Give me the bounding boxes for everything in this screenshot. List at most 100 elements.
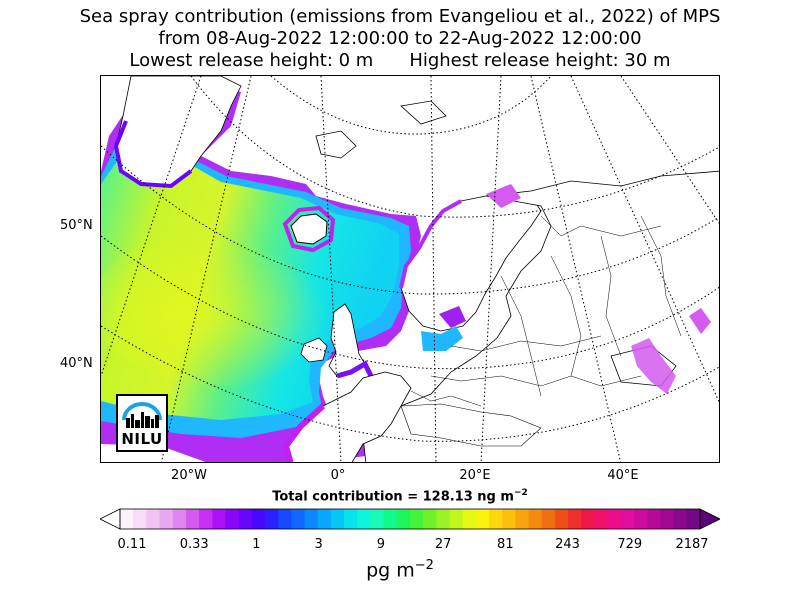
lowest-release-height: Lowest release height: 0 m (129, 50, 374, 71)
colorbar-tick-label: 243 (555, 537, 580, 552)
colorbar-cell (594, 509, 609, 529)
iceland (290, 213, 328, 245)
lat-label-50n: 50°N (60, 218, 93, 233)
colorbar-cell (304, 509, 319, 529)
nilu-logo-text: NILU (121, 430, 163, 448)
eastern-europe-russia (362, 170, 719, 462)
colorbar-cell (383, 509, 398, 529)
colorbar-cell (265, 509, 279, 529)
colorbar-tick-label: 0.11 (117, 537, 147, 552)
colorbar-cell (159, 509, 174, 529)
colorbar-cells (120, 509, 701, 529)
colorbar-cell (146, 509, 161, 529)
barents-plume (486, 184, 521, 208)
baltic-plume (421, 326, 463, 351)
colorbar-cell (344, 509, 358, 529)
colorbar-unit-exponent: −2 (414, 558, 434, 573)
colorbar-tick-label: 729 (617, 537, 643, 552)
colorbar (100, 508, 720, 530)
colorbar-cell (449, 509, 464, 529)
colorbar-cell (212, 509, 226, 529)
colorbar-cell (541, 509, 556, 529)
colorbar-cell (330, 509, 345, 529)
colorbar-cell (515, 509, 530, 529)
colorbar-cell (620, 509, 635, 529)
ireland (300, 337, 328, 363)
map-frame: NILU (100, 75, 720, 463)
total-contribution: Total contribution = 128.13 ng m−2 (0, 488, 800, 504)
country-borders (410, 215, 682, 407)
highest-release-height: Highest release height: 30 m (409, 50, 671, 71)
colorbar-cell (225, 509, 240, 529)
greenland-coast-plume (113, 120, 193, 189)
franz-josef (400, 100, 447, 125)
colorbar-cell (647, 509, 661, 529)
map-title-line-3: Lowest release height: 0 m Highest releas… (0, 50, 800, 72)
svalbard (315, 130, 357, 159)
colorbar-cell (423, 509, 437, 529)
plume-peak-area (101, 226, 371, 386)
colorbar-unit: pg m−2 (0, 558, 800, 581)
colorbar-cell (199, 509, 213, 529)
colorbar-cell (120, 509, 134, 529)
iberia-coast-plume (282, 403, 326, 462)
graticule (101, 76, 719, 462)
baltic-plume-outer (439, 306, 466, 328)
lon-label-40e: 40°E (607, 468, 639, 483)
uk-coast-plume (336, 360, 374, 379)
colorbar-tick-label: 1 (252, 537, 261, 552)
colorbar-cell (172, 509, 187, 529)
colorbar-cell (528, 509, 543, 529)
colorbar-cell (278, 509, 292, 529)
colorbar-cell (396, 509, 411, 529)
colorbar-min-extend (100, 508, 121, 530)
map-title-line-2: from 08-Aug-2022 12:00:00 to 22-Aug-2022… (158, 28, 642, 49)
total-contribution-exponent: −2 (513, 488, 528, 498)
colorbar-cell (581, 509, 596, 529)
colorbar-cell (410, 509, 424, 529)
mediterranean (400, 403, 542, 447)
lat-label-40n: 40°N (60, 356, 93, 371)
lon-label-20e: 20°E (459, 468, 491, 483)
colorbar-cell (686, 509, 701, 529)
colorbar-unit-base: pg m (366, 559, 415, 582)
colorbar-tick-label: 0.33 (179, 537, 209, 552)
colorbar-cell (673, 509, 688, 529)
colorbar-cell (660, 509, 675, 529)
nilu-logo-graphic (122, 402, 162, 428)
colorbar-cell (251, 509, 266, 529)
colorbar-cell (555, 509, 569, 529)
lon-label-20w: 20°W (171, 468, 207, 483)
lon-label-0: 0° (330, 468, 346, 483)
colorbar-cell (238, 509, 253, 529)
colorbar-tick-label: 3 (314, 537, 323, 552)
colorbar-cell (462, 509, 477, 529)
colorbar-cell (607, 509, 622, 529)
norway-coast-plume (399, 199, 462, 289)
map-canvas (101, 76, 719, 462)
colorbar-outline (119, 508, 701, 530)
colorbar-cell (475, 509, 490, 529)
colorbar-max-extend (699, 508, 720, 530)
colorbar-tick-label: 27 (434, 537, 452, 552)
colorbar-tick-label: 9 (376, 537, 386, 552)
colorbar-tick-label: 2187 (675, 537, 709, 552)
iceland-halo (282, 205, 336, 253)
colorbar-cell (634, 509, 648, 529)
colorbar-cell (568, 509, 582, 529)
colorbar-cell (133, 509, 147, 529)
colorbar-tick-label: 81 (497, 537, 514, 552)
colorbar-cell (291, 509, 306, 529)
colorbar-cell (370, 509, 385, 529)
colorbar-cell (185, 509, 200, 529)
east-plume (689, 308, 711, 334)
colorbar-cell (502, 509, 516, 529)
colorbar-cell (489, 509, 503, 529)
colorbar-cell (436, 509, 451, 529)
caspian-plume (631, 338, 676, 394)
total-contribution-label: Total contribution = 128.13 ng m (272, 489, 514, 505)
colorbar-cell (357, 509, 371, 529)
map-title-line-1: Sea spray contribution (emissions from E… (79, 6, 721, 27)
nilu-logo: NILU (116, 394, 168, 452)
colorbar-cell (317, 509, 332, 529)
